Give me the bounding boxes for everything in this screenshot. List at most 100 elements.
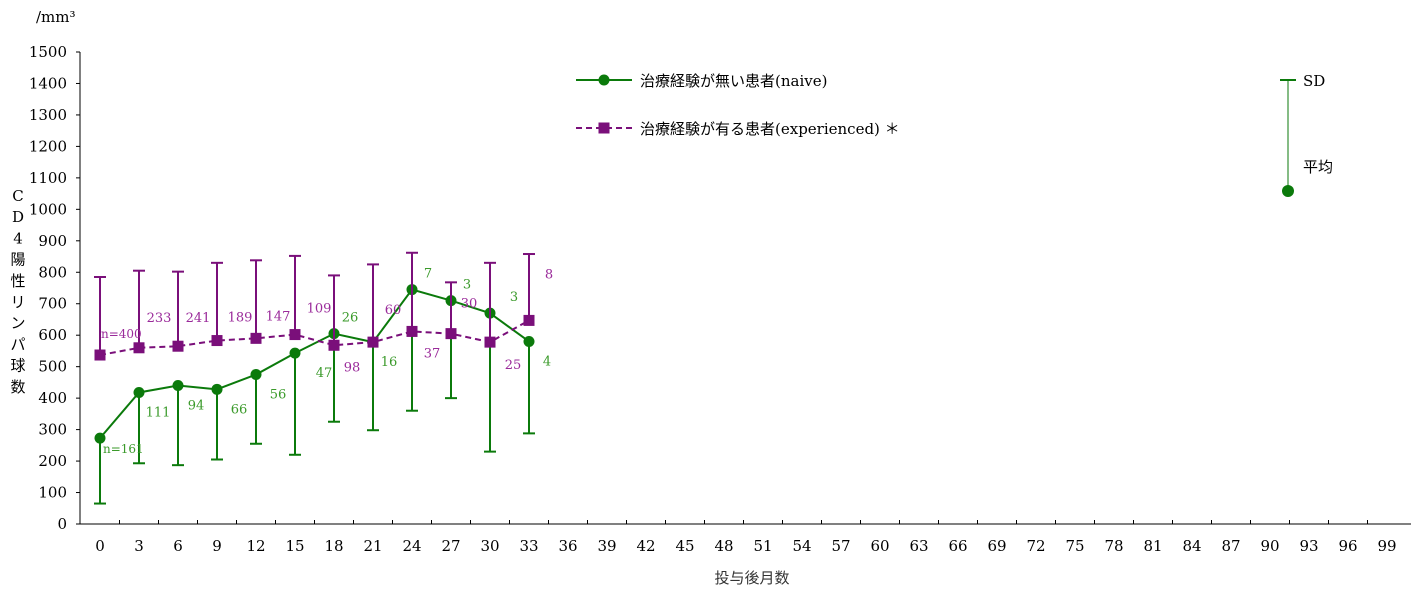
x-tick-label: 57 (831, 537, 850, 555)
n-label: 26 (342, 311, 359, 326)
x-tick-label: 27 (441, 537, 460, 555)
unit-label: /mm³ (36, 8, 76, 26)
y-tick-label: 800 (38, 263, 67, 281)
plot-area: n=161 111 94 66 56 47 26 16 7 3 3 4 n=400 233 241 189 14… (94, 251, 553, 505)
series-line (99, 288, 530, 439)
data-point (172, 340, 184, 352)
x-tick-label: 9 (212, 537, 222, 555)
x-tick-label: 63 (909, 537, 928, 555)
y-tick-label: 900 (38, 232, 67, 250)
x-tick-label: 0 (95, 537, 105, 555)
x-axis-label: 投与後月数 (714, 569, 789, 587)
x-tick-label: 15 (285, 537, 304, 555)
x-tick-label: 78 (1104, 537, 1123, 555)
n-label: 47 (316, 366, 333, 381)
y-axis-label-char: 数 (10, 378, 25, 396)
y-tick-label: 1300 (29, 106, 67, 124)
x-tick-label: 84 (1182, 537, 1201, 555)
y-tick-label: 1200 (29, 137, 67, 155)
data-point (94, 349, 106, 361)
legend-label: 治療経験が無い患者(naive) (640, 72, 827, 90)
y-tick-label: 600 (38, 326, 67, 344)
data-point (172, 380, 184, 392)
x-tick-label: 93 (1299, 537, 1318, 555)
x-tick-label: 66 (948, 537, 967, 555)
x-tick-label: 3 (134, 537, 144, 555)
y-axis-label-char: 陽 (10, 251, 25, 269)
key-mean-label: 平均 (1303, 158, 1333, 176)
data-point (289, 347, 301, 359)
n-label: 147 (266, 309, 291, 324)
n-label: 37 (424, 346, 441, 361)
x-tick-label: 24 (402, 537, 421, 555)
x-tick-label: 45 (675, 537, 694, 555)
x-tick-label: 90 (1260, 537, 1279, 555)
y-axis-label-char: 4 (13, 229, 23, 247)
data-point (406, 325, 418, 337)
data-point (133, 342, 145, 354)
n-label: 111 (146, 405, 171, 420)
y-tick-label: 1500 (29, 43, 67, 61)
y-axis-label-char: 性 (10, 272, 25, 290)
n-label: 189 (228, 311, 253, 326)
n-label: 8 (545, 267, 553, 282)
y-tick-label: 700 (38, 295, 67, 313)
n-label: 3 (463, 278, 471, 293)
n-label: 66 (231, 402, 248, 417)
x-tick-label: 75 (1065, 537, 1084, 555)
x-tick-label: 69 (987, 537, 1006, 555)
sd-mean-key: SD 平均 (1280, 72, 1333, 197)
y-axis-label-char: リ (10, 293, 25, 311)
n-label: 233 (147, 311, 172, 326)
data-point (94, 432, 106, 444)
data-point (367, 336, 379, 348)
key-mean-marker (1282, 185, 1294, 197)
data-point (523, 314, 535, 326)
legend-marker (598, 122, 610, 134)
x-tick-label: 72 (1026, 537, 1045, 555)
y-axis-label-char: ン (10, 314, 25, 332)
x-tick-label: 54 (792, 537, 811, 555)
y-axis-ticks: 0 100 200 300 400 500 600 700 800 900 1000 1100 1200… (29, 43, 80, 533)
x-axis-ticks: 0 3 6 9 12 15 18 21 24 27 30 33 36 39 42 45 48 51 54 57 60 63… (95, 520, 1397, 555)
x-tick-label: 21 (363, 537, 382, 555)
x-tick-label: 30 (480, 537, 499, 555)
y-tick-label: 100 (38, 484, 67, 502)
x-tick-label: 51 (753, 537, 772, 555)
y-tick-label: 1100 (29, 169, 67, 187)
n-label: 94 (188, 399, 205, 414)
y-axis-label-char: C (12, 187, 23, 205)
x-tick-label: 81 (1143, 537, 1162, 555)
x-tick-label: 48 (714, 537, 733, 555)
x-tick-label: 6 (173, 537, 183, 555)
y-tick-label: 200 (38, 452, 67, 470)
x-tick-label: 33 (519, 537, 538, 555)
y-axis-label-char: パ (10, 335, 25, 353)
y-axis-label-char: 球 (10, 357, 25, 375)
x-tick-label: 39 (597, 537, 616, 555)
data-point (445, 328, 457, 340)
x-tick-label: 42 (636, 537, 655, 555)
y-tick-label: 300 (38, 421, 67, 439)
n-label: 25 (505, 358, 522, 373)
x-tick-label: 18 (324, 537, 343, 555)
series-line (99, 319, 530, 357)
y-axis-label-char: D (12, 208, 24, 226)
n-label: 60 (385, 303, 402, 318)
legend: 治療経験が無い患者(naive) 治療経験が有る患者(experienced) ＊ (576, 72, 900, 138)
y-tick-label: 500 (38, 358, 67, 376)
data-point (211, 383, 223, 395)
n-label: 109 (307, 302, 332, 317)
series-naive: n=161 111 94 66 56 47 26 16 7 3 3 4 (94, 267, 551, 505)
x-tick-label: 36 (558, 537, 577, 555)
n-label: n=400 (101, 327, 142, 341)
x-tick-label: 60 (870, 537, 889, 555)
key-sd-label: SD (1303, 72, 1325, 90)
legend-label: 治療経験が有る患者(experienced) ＊ (640, 120, 900, 138)
n-label: 241 (186, 311, 211, 326)
x-tick-label: 96 (1338, 537, 1357, 555)
data-point (133, 386, 145, 398)
y-tick-label: 400 (38, 389, 67, 407)
